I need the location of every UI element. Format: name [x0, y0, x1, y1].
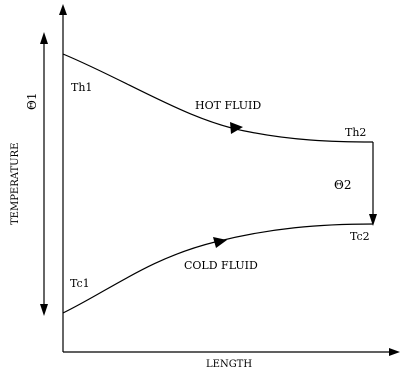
- hot-fluid-curve: [62, 53, 374, 143]
- cold-fluid-label: COLD FLUID: [184, 259, 258, 272]
- y-axis-arrowhead: [59, 4, 67, 15]
- x-axis-label: LENGTH: [206, 359, 252, 370]
- hot-fluid-label: HOT FLUID: [195, 99, 261, 112]
- theta2-arrowhead: [369, 214, 377, 226]
- theta1-arrowhead-bottom: [40, 304, 48, 316]
- cold-fluid-arrow-icon: [213, 237, 227, 248]
- tc2-label: Tc2: [350, 230, 370, 243]
- th1-label: Th1: [71, 81, 92, 94]
- theta1-arrowhead-top: [40, 32, 48, 44]
- x-axis-arrowhead: [389, 348, 400, 356]
- th2-label: Th2: [345, 126, 366, 139]
- tc1-label: Tc1: [70, 277, 90, 290]
- y-axis-label: TEMPERATURE: [10, 143, 21, 225]
- hot-fluid-arrow-icon: [230, 122, 243, 134]
- theta1-label: Θ1: [25, 93, 39, 110]
- theta2-label: Θ2: [334, 178, 351, 192]
